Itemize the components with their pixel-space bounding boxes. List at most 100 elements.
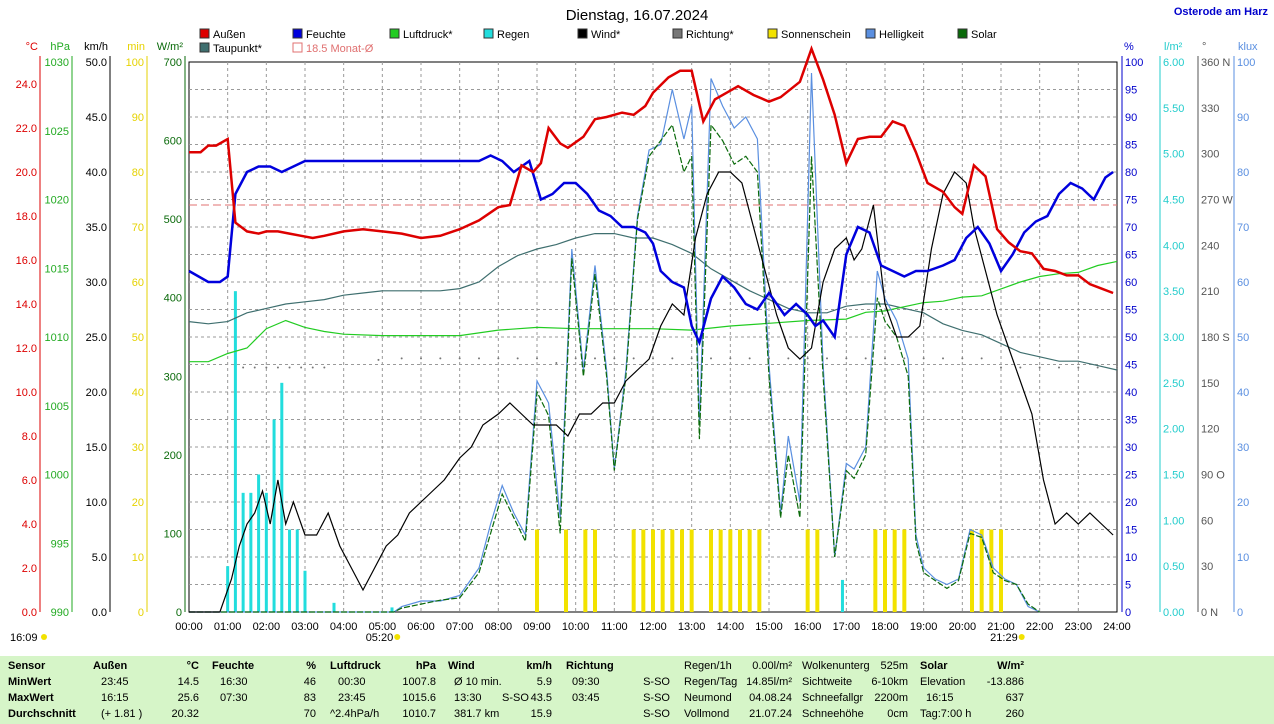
left-axis-tick-label: 10 [132, 552, 144, 564]
right-axis-tick-label: 150 [1201, 378, 1219, 390]
left-axis-tick-label: 200 [164, 450, 182, 462]
direction-dot [536, 357, 538, 360]
summary-time: 16:30 [220, 676, 248, 688]
summary-header-feuchte: Feuchte [212, 660, 255, 672]
direction-dot [690, 357, 693, 360]
legend-label: Helligkeit [879, 29, 924, 41]
right-axis-tick-label: 0 [1237, 607, 1243, 619]
summary-wind-label: 13:30 [454, 692, 482, 704]
right-axis-tick-label: 180 S [1201, 332, 1230, 344]
direction-dot [497, 357, 500, 360]
direction-dot [1116, 366, 1118, 369]
right-axis-tick-label: 40 [1125, 387, 1137, 399]
right-axis-tick-label: 0.50 [1163, 561, 1184, 573]
bar-sonnenschein [805, 529, 810, 612]
direction-dot [1058, 366, 1060, 369]
right-axis-tick-label: 330 [1201, 103, 1219, 115]
x-tick-label: 10:00 [562, 621, 590, 633]
left-axis-tick-label: 1005 [45, 401, 69, 413]
summary-extra-value: 525m [880, 660, 908, 672]
direction-dot [961, 357, 964, 360]
direction-dot [439, 357, 442, 360]
bar-sonnenschein [680, 529, 684, 612]
right-axis-tick-label: 70 [1237, 222, 1249, 234]
summary-extra-value: 6-10km [871, 676, 908, 688]
left-axis-unit: min [127, 41, 145, 53]
right-axis-tick-label: 3.50 [1163, 286, 1184, 298]
bar-regen [264, 492, 268, 612]
left-axis-tick-label: 700 [164, 57, 182, 69]
bar-sonnenschein [670, 529, 675, 612]
summary-unit-aussen: °C [186, 660, 199, 672]
summary-extra-value: 21.07.24 [749, 708, 792, 720]
bar-sonnenschein [718, 529, 723, 612]
left-axis-tick-label: 16.0 [16, 255, 37, 267]
bar-regen [288, 529, 292, 612]
direction-dot [864, 357, 867, 360]
right-axis-tick-label: 60 [1237, 277, 1249, 289]
left-axis-tick-label: 1000 [45, 470, 69, 482]
summary-value: 83 [303, 692, 316, 704]
left-axis-tick-label: 18.0 [16, 211, 37, 223]
legend-swatch [957, 28, 968, 39]
bar-sonnenschein [651, 529, 655, 612]
legend-label: Sonnenschein [781, 29, 851, 41]
right-axis-tick-label: 90 [1237, 112, 1249, 124]
direction-dot [253, 366, 256, 369]
station-name[interactable]: Osterode am Harz [1173, 6, 1268, 18]
summary-col-sensor: Sensor MinWert MaxWert Durchschnitt [8, 658, 88, 722]
right-axis-tick-label: 120 [1201, 424, 1219, 436]
direction-dot [729, 357, 732, 360]
right-axis-tick-label: 30 [1201, 561, 1213, 573]
direction-dot [884, 357, 886, 360]
x-tick-label: 24:00 [1103, 621, 1131, 633]
right-axis-tick-label: 20 [1237, 497, 1249, 509]
summary-extra-label: Schneefallgr [802, 692, 864, 704]
right-axis-tick-label: 45 [1125, 360, 1137, 372]
direction-dot [671, 357, 674, 360]
summary-extra-value: 0cm [887, 708, 908, 720]
series-line-solar [189, 123, 1041, 613]
direction-dot [594, 357, 596, 360]
bar-sonnenschein [535, 529, 539, 612]
left-axis-tick-label: 1030 [45, 57, 69, 69]
summary-extra-label: Regen/1h [684, 660, 732, 672]
left-axis-tick-label: 5.0 [92, 552, 107, 564]
summary-extra-label: Neumond [684, 692, 732, 704]
summary-extra-label: Sichtweite [802, 676, 853, 688]
direction-dot [768, 357, 770, 360]
right-axis-tick-label: 70 [1125, 222, 1137, 234]
left-axis-tick-label: 30.0 [86, 277, 107, 289]
summary-value: 46 [303, 676, 316, 688]
summary-extra-label: Vollmond [684, 708, 730, 720]
x-tick-label: 00:00 [175, 621, 203, 633]
summary-value: 15.9 [530, 708, 552, 720]
right-axis-tick-label: 1.50 [1163, 470, 1184, 482]
right-axis-tick-label: 5.00 [1163, 149, 1184, 161]
right-axis-tick-label: 50 [1125, 332, 1137, 344]
left-axis-tick-label: 990 [51, 607, 69, 619]
summary-time: ^2.4hPa/h [330, 708, 380, 720]
summary-unit-feuchte: % [306, 660, 316, 672]
right-axis-tick-label: 15 [1125, 525, 1137, 537]
legend-swatch [865, 28, 876, 39]
left-axis-tick-label: 8.0 [22, 431, 37, 443]
bar-regen [249, 492, 253, 612]
right-axis-tick-label: 4.50 [1163, 195, 1184, 207]
summary-time [566, 708, 572, 720]
summary-col-richtung: Richtung 09:30 S-SO 03:45 S-SO S-SO [566, 658, 672, 722]
x-tick-label: 12:00 [639, 621, 667, 633]
legend-swatch [577, 28, 588, 39]
direction-dot [300, 366, 303, 369]
bar-regen [280, 382, 284, 612]
day-length-icon [41, 634, 47, 640]
legend-label: Außen [213, 29, 245, 41]
direction-dot [652, 357, 654, 360]
summary-unit-solar: W/m² [997, 660, 1024, 672]
direction-dot [276, 366, 279, 369]
summary-extra-label: Regen/Tag [684, 676, 738, 688]
direction-dot [242, 366, 245, 369]
series-line-wind [189, 171, 1114, 613]
direction-dot [845, 357, 848, 360]
right-axis-tick-label: 5.50 [1163, 103, 1184, 115]
